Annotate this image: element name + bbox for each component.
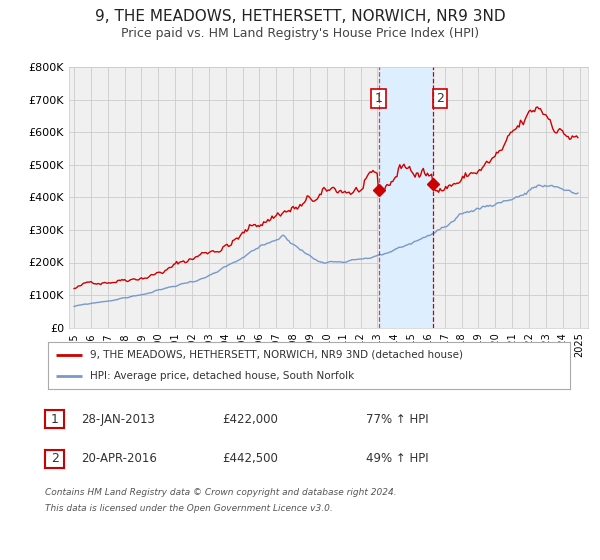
Text: 2: 2	[436, 92, 443, 105]
Text: 77% ↑ HPI: 77% ↑ HPI	[366, 413, 428, 426]
Text: HPI: Average price, detached house, South Norfolk: HPI: Average price, detached house, Sout…	[90, 371, 354, 381]
Text: 1: 1	[374, 92, 382, 105]
Text: 1: 1	[50, 413, 59, 426]
Text: 28-JAN-2013: 28-JAN-2013	[81, 413, 155, 426]
Text: Price paid vs. HM Land Registry's House Price Index (HPI): Price paid vs. HM Land Registry's House …	[121, 27, 479, 40]
Text: 49% ↑ HPI: 49% ↑ HPI	[366, 452, 428, 465]
Bar	[379, 67, 433, 328]
Text: £422,000: £422,000	[222, 413, 278, 426]
Text: £442,500: £442,500	[222, 452, 278, 465]
Text: 20-APR-2016: 20-APR-2016	[81, 452, 157, 465]
Text: Contains HM Land Registry data © Crown copyright and database right 2024.: Contains HM Land Registry data © Crown c…	[45, 488, 397, 497]
Text: This data is licensed under the Open Government Licence v3.0.: This data is licensed under the Open Gov…	[45, 504, 333, 513]
Text: 9, THE MEADOWS, HETHERSETT, NORWICH, NR9 3ND: 9, THE MEADOWS, HETHERSETT, NORWICH, NR9…	[95, 9, 505, 24]
Text: 2: 2	[50, 452, 59, 465]
Text: 9, THE MEADOWS, HETHERSETT, NORWICH, NR9 3ND (detached house): 9, THE MEADOWS, HETHERSETT, NORWICH, NR9…	[90, 350, 463, 360]
